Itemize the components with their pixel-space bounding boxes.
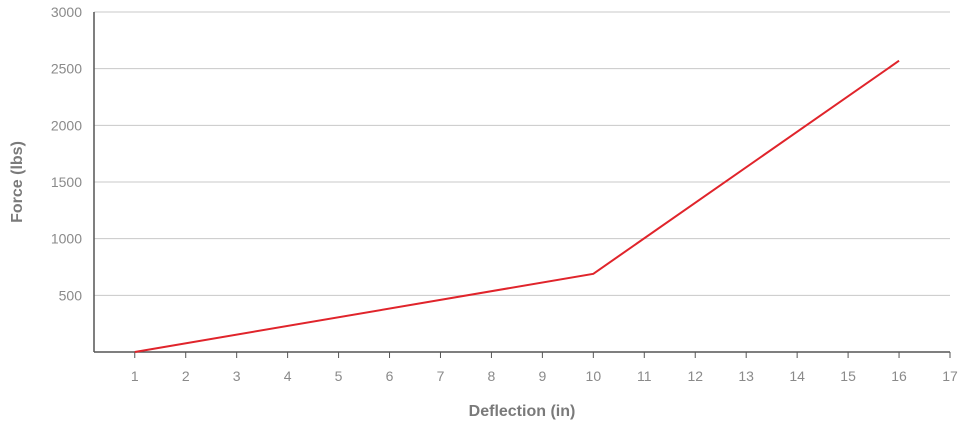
x-tick-label: 12 bbox=[687, 368, 703, 384]
x-tick-label: 4 bbox=[284, 368, 292, 384]
x-tick-label: 16 bbox=[891, 368, 907, 384]
y-tick-label: 500 bbox=[59, 287, 83, 303]
x-tick-label: 3 bbox=[233, 368, 241, 384]
x-tick-label: 8 bbox=[488, 368, 496, 384]
y-tick-label: 2500 bbox=[51, 61, 82, 77]
y-tick-label: 2000 bbox=[51, 117, 82, 133]
x-axis-title: Deflection (in) bbox=[469, 403, 576, 420]
x-tick-label: 7 bbox=[437, 368, 445, 384]
x-tick-label: 10 bbox=[586, 368, 602, 384]
axes bbox=[93, 12, 951, 358]
y-tick-labels: 500 1000 1500 2000 2500 3000 bbox=[51, 4, 82, 303]
x-tick-label: 6 bbox=[386, 368, 394, 384]
y-tick-label: 3000 bbox=[51, 4, 82, 20]
x-tick-label: 1 bbox=[131, 368, 139, 384]
x-tick-label: 17 bbox=[942, 368, 958, 384]
y-tick-label: 1000 bbox=[51, 231, 82, 247]
series-line bbox=[134, 59, 900, 353]
gridlines bbox=[94, 11, 950, 296]
series-layer bbox=[134, 59, 900, 353]
x-tick-label: 11 bbox=[637, 368, 652, 384]
x-tick-label: 2 bbox=[182, 368, 190, 384]
x-tick-label: 15 bbox=[840, 368, 856, 384]
y-axis-title: Force (lbs) bbox=[9, 141, 26, 223]
x-tick-label: 14 bbox=[789, 368, 805, 384]
x-tick-labels: 1 2 3 4 5 6 7 8 9 10 11 12 13 14 15 16 17 bbox=[131, 368, 958, 384]
y-tick-label: 1500 bbox=[51, 174, 82, 190]
x-tick-label: 13 bbox=[738, 368, 754, 384]
x-tick-label: 9 bbox=[538, 368, 546, 384]
x-tick-label: 5 bbox=[335, 368, 343, 384]
